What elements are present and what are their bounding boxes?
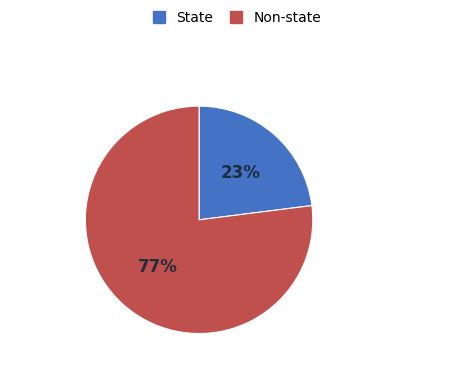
Legend: State, Non-state: State, Non-state xyxy=(153,11,321,25)
Wedge shape xyxy=(199,106,312,220)
Text: 23%: 23% xyxy=(220,164,260,182)
Wedge shape xyxy=(85,106,313,334)
Text: 77%: 77% xyxy=(138,258,178,276)
